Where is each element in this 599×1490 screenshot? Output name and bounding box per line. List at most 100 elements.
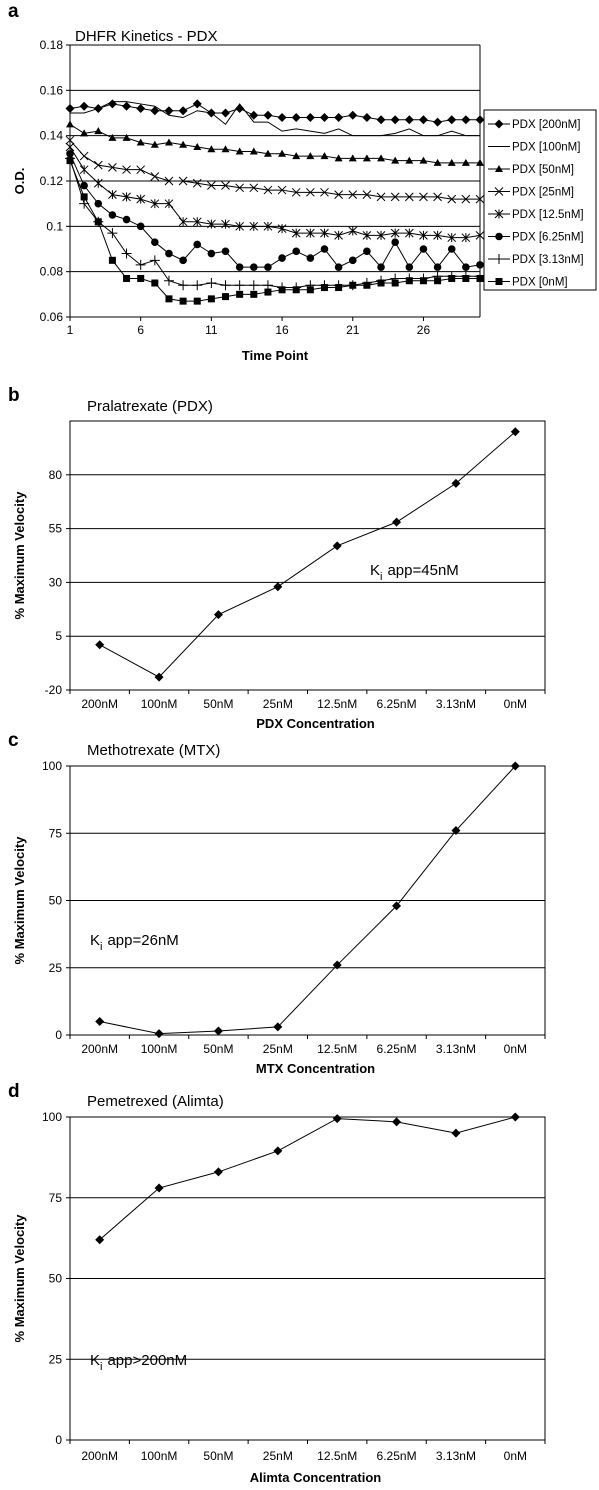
data-point — [263, 185, 273, 195]
data-point — [362, 113, 372, 123]
data-point — [391, 238, 399, 246]
data-point — [122, 215, 131, 224]
data-point — [150, 140, 159, 148]
x-tick-label: 25nM — [263, 1042, 293, 1056]
data-point — [213, 1026, 223, 1036]
x-tick-label: 200nM — [81, 1449, 118, 1463]
panel-label: a — [8, 1, 19, 22]
data-point — [433, 192, 442, 202]
data-point — [108, 190, 117, 200]
data-point — [207, 181, 216, 190]
x-tick-label: 6 — [137, 323, 144, 337]
data-point — [164, 199, 174, 209]
x-tick-label: 6.25nM — [377, 1449, 417, 1463]
data-point — [193, 297, 201, 305]
data-point — [320, 228, 329, 238]
data-point — [362, 154, 371, 162]
data-point — [391, 156, 400, 164]
annotation-text: app=26nM — [107, 932, 178, 949]
data-point — [494, 254, 504, 264]
x-tick-label: 50nM — [203, 1449, 233, 1463]
data-point — [447, 158, 456, 166]
data-point — [273, 582, 283, 592]
data-point — [461, 115, 471, 125]
data-point — [332, 1114, 342, 1124]
y-tick-label: 0.08 — [40, 265, 64, 279]
data-point — [377, 279, 385, 287]
data-point — [249, 221, 259, 231]
data-point — [193, 143, 202, 150]
y-axis-label: % Maximum Velocity — [12, 491, 27, 620]
x-tick-label: 16 — [275, 323, 289, 337]
data-point — [264, 263, 272, 271]
data-point — [151, 238, 159, 246]
series-line — [69, 146, 481, 239]
data-point — [495, 278, 503, 285]
y-tick-label: 50 — [49, 894, 63, 908]
data-point — [392, 901, 402, 911]
data-point — [348, 154, 357, 162]
data-point — [419, 192, 428, 202]
annotation-text: app>200nM — [107, 1352, 187, 1369]
chart-panel-c: c Methotrexate (MTX) 0 25 50 75 100 200nM 100nM 5… — [8, 730, 546, 1076]
annotation: Ki app=26nM — [90, 932, 179, 953]
data-point — [94, 127, 103, 135]
x-tick-label: 0nM — [504, 1042, 527, 1056]
series-line — [70, 101, 480, 137]
legend-item: PDX [200nM] — [488, 119, 580, 131]
data-point — [222, 293, 230, 301]
data-point — [348, 226, 358, 236]
data-point — [404, 192, 414, 202]
y-tick-label: 50 — [49, 1272, 63, 1286]
data-point — [249, 183, 259, 193]
data-point — [154, 672, 164, 682]
data-point — [108, 256, 116, 264]
data-point — [122, 133, 131, 141]
data-point — [461, 158, 470, 166]
series-line — [99, 1116, 516, 1241]
chart-panel-d: d Pemetrexed (Alimta) 0 25 50 75 100 200nM 100nM… — [8, 1081, 546, 1485]
legend-label: PDX [12.5nM] — [512, 209, 584, 221]
data-point — [404, 228, 414, 238]
data-point — [123, 274, 131, 282]
data-point — [154, 1029, 164, 1039]
data-point — [248, 280, 259, 291]
annotation-text: app=45nM — [387, 562, 458, 579]
annotation: Ki app=45nM — [370, 562, 459, 583]
data-point — [291, 187, 301, 197]
x-tick-label: 1 — [67, 323, 74, 337]
y-tick-label: 5 — [55, 629, 62, 643]
data-point — [122, 192, 131, 202]
y-tick-label: -20 — [45, 683, 63, 697]
data-point — [306, 152, 315, 160]
x-tick-label: 200nM — [81, 697, 118, 711]
data-point — [292, 247, 301, 256]
data-point — [192, 217, 202, 227]
data-point — [348, 110, 358, 120]
data-point — [121, 248, 132, 259]
x-tick-label: 0nM — [504, 1449, 527, 1463]
data-point — [419, 277, 427, 285]
annotation-sub: i — [100, 1361, 102, 1373]
data-point — [165, 249, 173, 258]
x-axis-label: Time Point — [242, 348, 309, 363]
y-axis-label: O.D. — [12, 168, 27, 195]
annotation-k: K — [90, 1352, 100, 1369]
data-point — [510, 427, 520, 437]
annotation-sub: i — [380, 571, 382, 583]
series — [95, 427, 520, 682]
series-line — [99, 431, 516, 678]
data-point — [165, 295, 173, 303]
data-point — [178, 176, 188, 186]
data-point — [305, 113, 315, 123]
data-point — [79, 151, 89, 161]
series-pdx-0nm- — [66, 157, 484, 305]
data-point — [292, 152, 301, 160]
data-point — [277, 185, 287, 195]
x-axis-label: PDX Concentration — [256, 716, 375, 731]
data-point — [451, 826, 461, 836]
data-point — [136, 194, 146, 204]
legend-item: PDX [50nM] — [488, 164, 574, 176]
data-point — [292, 286, 300, 294]
